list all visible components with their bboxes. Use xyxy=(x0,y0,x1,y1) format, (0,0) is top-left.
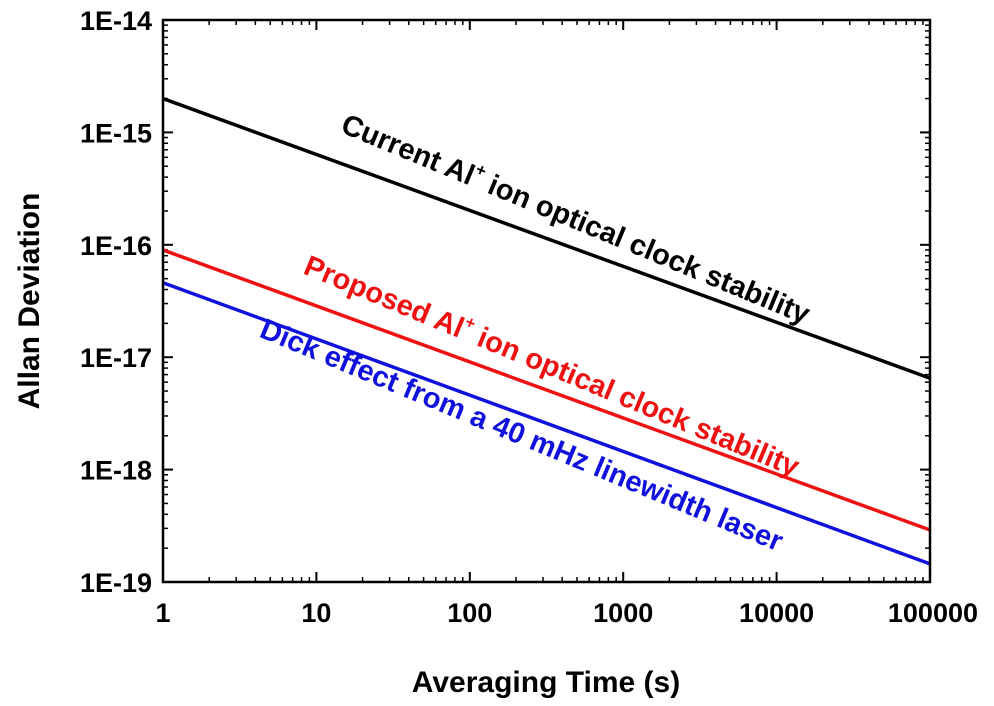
x-tick-label: 100000 xyxy=(888,598,978,628)
x-axis-title: Averaging Time (s) xyxy=(412,666,680,699)
x-tick-label: 1 xyxy=(155,598,170,628)
y-tick-label: 1E-16 xyxy=(80,231,152,261)
major-ticks xyxy=(162,19,931,583)
dick-effect-line xyxy=(162,281,931,566)
x-tick-label: 10 xyxy=(301,598,331,628)
y-tick-label: 1E-15 xyxy=(80,118,152,148)
x-tick-label: 1000 xyxy=(593,598,653,628)
y-tick-label: 1E-19 xyxy=(80,568,152,598)
y-tick-label: 1E-17 xyxy=(80,343,152,373)
x-tick-label: 100 xyxy=(447,598,492,628)
minor-ticks xyxy=(163,20,930,582)
y-tick-labels: 1E-19 1E-18 1E-17 1E-16 1E-15 1E-14 xyxy=(80,6,152,598)
x-tick-labels: 1 10 100 1000 10000 100000 xyxy=(155,598,978,628)
proposed-al-ion-line xyxy=(162,248,931,532)
plot-frame xyxy=(161,18,932,584)
y-tick-label: 1E-18 xyxy=(80,456,152,486)
y-tick-label: 1E-14 xyxy=(80,6,152,36)
series-lines xyxy=(162,96,931,566)
current-al-ion-line xyxy=(162,96,931,380)
x-tick-label: 10000 xyxy=(739,598,814,628)
y-axis-title: Allan Deviation xyxy=(13,193,46,410)
